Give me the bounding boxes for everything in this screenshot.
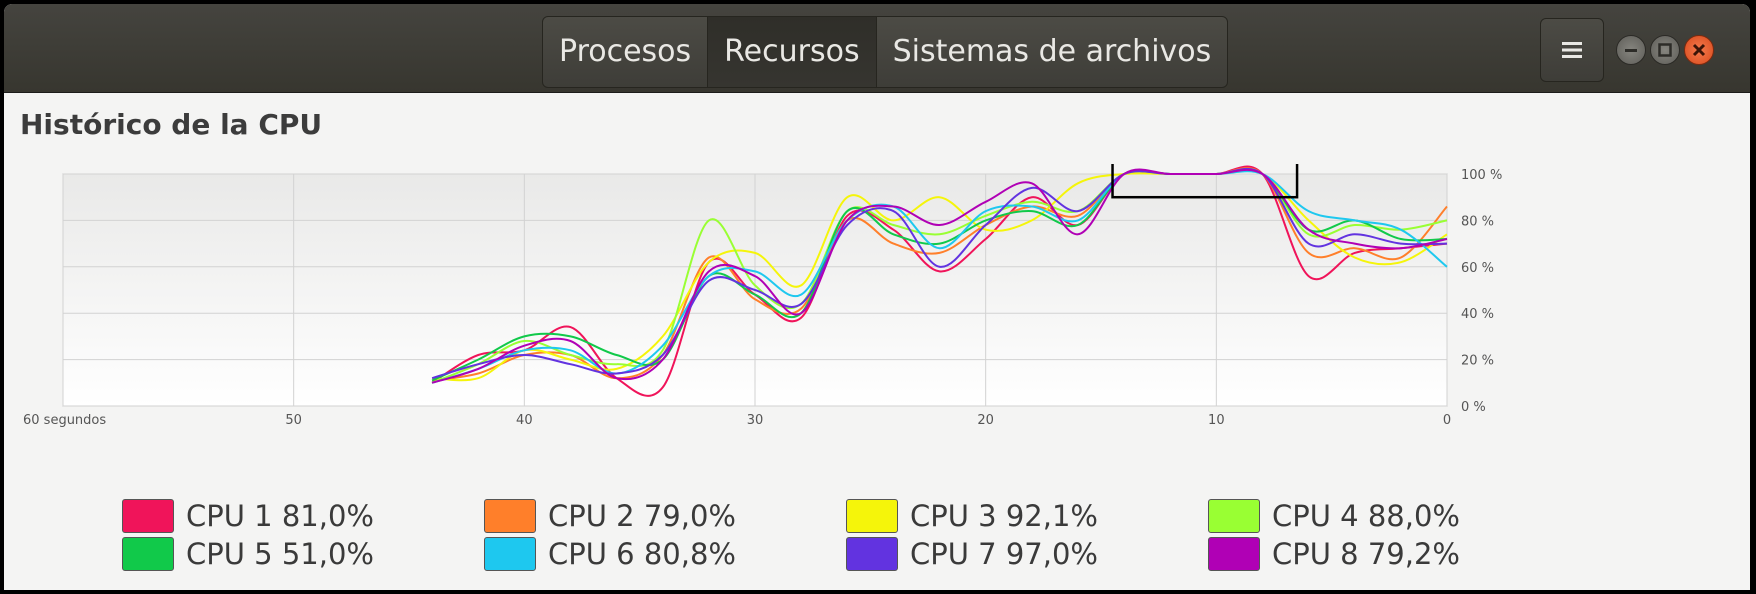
legend-label: CPU 5 51,0% bbox=[186, 537, 374, 571]
color-swatch[interactable] bbox=[846, 537, 898, 571]
header-bar: Procesos Recursos Sistemas de archivos bbox=[4, 4, 1750, 93]
series-line-cpu-7 bbox=[431, 167, 1448, 380]
legend-label: CPU 1 81,0% bbox=[186, 499, 374, 533]
color-swatch[interactable] bbox=[1208, 499, 1260, 533]
color-swatch[interactable] bbox=[122, 499, 174, 533]
legend-item-cpu-6: CPU 6 80,8% bbox=[484, 534, 736, 574]
view-switcher: Procesos Recursos Sistemas de archivos bbox=[542, 16, 1229, 88]
highlight-box bbox=[1111, 164, 1299, 199]
legend-label: CPU 4 88,0% bbox=[1272, 499, 1460, 533]
x-tick-label: 30 bbox=[747, 413, 764, 428]
legend-item-cpu-3: CPU 3 92,1% bbox=[846, 496, 1098, 536]
cpu-legend: CPU 1 81,0% CPU 2 79,0% CPU 3 92,1% CPU 4 8… bbox=[122, 496, 1622, 580]
x-tick-label: 50 bbox=[285, 413, 302, 428]
x-tick-label: 60 segundos bbox=[23, 413, 106, 428]
maximize-icon[interactable] bbox=[1650, 35, 1680, 65]
series-line-cpu-8 bbox=[431, 168, 1448, 384]
cpu-history-chart: 100 % 80 % 60 % 40 % 20 % 0 % 60 segundos 50 40 3… bbox=[23, 164, 1502, 428]
legend-item-cpu-2: CPU 2 79,0% bbox=[484, 496, 736, 536]
close-icon[interactable] bbox=[1684, 35, 1714, 65]
legend-item-cpu-1: CPU 1 81,0% bbox=[122, 496, 374, 536]
color-swatch[interactable] bbox=[846, 499, 898, 533]
menu-button[interactable] bbox=[1540, 18, 1604, 82]
x-tick-label: 10 bbox=[1208, 413, 1225, 428]
y-tick-label: 0 % bbox=[1461, 400, 1486, 415]
color-swatch[interactable] bbox=[484, 537, 536, 571]
legend-item-cpu-7: CPU 7 97,0% bbox=[846, 534, 1098, 574]
legend-label: CPU 3 92,1% bbox=[910, 499, 1098, 533]
tab-procesos[interactable]: Procesos bbox=[543, 17, 709, 87]
legend-label: CPU 7 97,0% bbox=[910, 537, 1098, 571]
minimize-icon[interactable] bbox=[1616, 35, 1646, 65]
tab-recursos[interactable]: Recursos bbox=[708, 17, 877, 87]
color-swatch[interactable] bbox=[1208, 537, 1260, 571]
y-tick-label: 100 % bbox=[1461, 168, 1502, 183]
y-tick-label: 40 % bbox=[1461, 307, 1494, 322]
legend-label: CPU 2 79,0% bbox=[548, 499, 736, 533]
legend-label: CPU 6 80,8% bbox=[548, 537, 736, 571]
legend-item-cpu-8: CPU 8 79,2% bbox=[1208, 534, 1460, 574]
y-tick-label: 80 % bbox=[1461, 214, 1494, 229]
x-tick-label: 20 bbox=[977, 413, 994, 428]
color-swatch[interactable] bbox=[122, 537, 174, 571]
window-controls bbox=[1616, 35, 1714, 65]
y-tick-label: 20 % bbox=[1461, 354, 1494, 369]
window: Procesos Recursos Sistemas de archivos H… bbox=[4, 4, 1750, 590]
y-tick-label: 60 % bbox=[1461, 261, 1494, 276]
legend-item-cpu-5: CPU 5 51,0% bbox=[122, 534, 374, 574]
tab-sistemas-de-archivos[interactable]: Sistemas de archivos bbox=[892, 34, 1212, 69]
x-tick-label: 40 bbox=[516, 413, 533, 428]
x-tick-label: 0 bbox=[1443, 413, 1451, 428]
legend-item-cpu-4: CPU 4 88,0% bbox=[1208, 496, 1460, 536]
legend-label: CPU 8 79,2% bbox=[1272, 537, 1460, 571]
hamburger-icon bbox=[1562, 42, 1582, 58]
section-title: Histórico de la CPU bbox=[20, 108, 323, 141]
color-swatch[interactable] bbox=[484, 499, 536, 533]
